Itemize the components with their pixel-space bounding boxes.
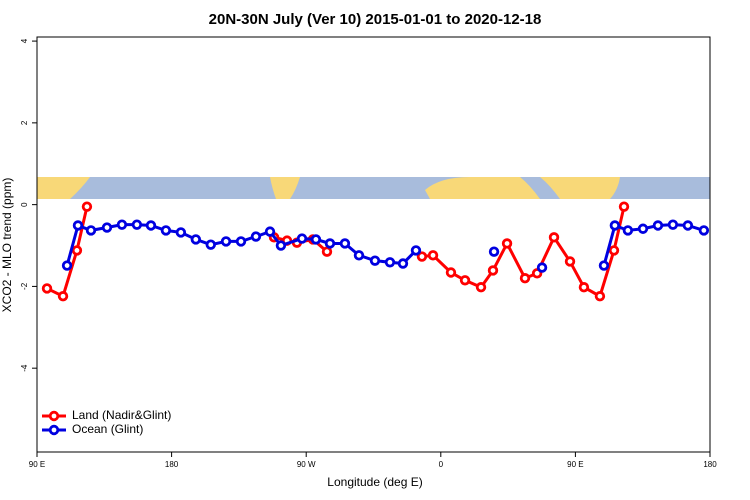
y-tick-label: 2 — [20, 120, 29, 125]
data-point — [667, 219, 679, 230]
data-point — [397, 258, 409, 269]
plot-frame — [36, 36, 711, 453]
data-point — [519, 273, 531, 284]
x-tick-label: 180 — [703, 460, 717, 469]
data-point — [101, 222, 113, 233]
x-tick-label: 0 — [439, 460, 444, 469]
data-point — [501, 238, 513, 249]
data-point — [131, 219, 143, 230]
y-tick-label: 0 — [20, 202, 29, 207]
chart-title: 20N-30N July (Ver 10) 2015-01-01 to 2020… — [209, 11, 542, 28]
data-point — [116, 219, 128, 230]
data-point — [175, 227, 187, 238]
data-point — [296, 233, 308, 244]
data-point — [682, 220, 694, 231]
data-point — [384, 257, 396, 268]
legend-label: Land (Nadir&Glint) — [72, 408, 171, 422]
data-point — [235, 236, 247, 247]
data-point — [61, 260, 73, 271]
data-point — [250, 231, 262, 242]
y-axis-label: XCO2 - MLO trend (ppm) — [0, 178, 14, 313]
data-point — [145, 220, 157, 231]
y-tick-label: -4 — [20, 364, 29, 372]
data-point — [264, 226, 276, 237]
x-tick-label: 90 E — [567, 460, 583, 469]
data-point — [698, 225, 710, 236]
legend-marker — [48, 424, 60, 436]
data-point — [71, 245, 83, 256]
data-point — [72, 220, 84, 231]
data-point — [41, 283, 53, 294]
legend-marker — [48, 410, 60, 422]
plot-area: 4 2 0 -2 -4 90 E 180 90 W 0 90 E 180 Land (Nadir&Gl… — [20, 38, 717, 469]
data-point — [459, 275, 471, 286]
y-tick-label: 4 — [20, 38, 29, 43]
data-point — [310, 234, 322, 245]
data-point — [324, 238, 336, 249]
x-axis-label: Longitude (deg E) — [327, 475, 422, 489]
data-point — [85, 225, 97, 236]
data-point — [275, 240, 287, 251]
data-point — [487, 265, 499, 276]
data-point — [608, 245, 620, 256]
data-point — [548, 232, 560, 243]
data-point — [321, 246, 333, 257]
data-point — [205, 239, 216, 250]
data-point — [416, 251, 428, 262]
data-point — [445, 267, 457, 278]
data-point — [339, 238, 351, 249]
data-point — [637, 223, 649, 234]
data-point — [578, 282, 590, 293]
data-point — [353, 250, 365, 261]
data-point — [652, 220, 664, 231]
data-point — [622, 225, 634, 236]
data-point — [488, 246, 500, 257]
data-point — [427, 250, 439, 261]
data-point — [190, 234, 202, 245]
data-point — [609, 220, 621, 231]
data-point — [475, 282, 487, 293]
data-point — [598, 260, 610, 271]
data-point — [160, 225, 172, 236]
legend-label: Ocean (Glint) — [72, 422, 143, 436]
data-point — [564, 256, 576, 267]
data-point — [410, 245, 422, 256]
x-tick-label: 90 E — [29, 460, 45, 469]
data-point — [536, 262, 548, 273]
x-tick-label: 90 W — [297, 460, 316, 469]
x-tick-label: 180 — [165, 460, 179, 469]
map-strip — [37, 177, 710, 199]
data-point — [220, 236, 232, 247]
data-point — [594, 291, 606, 302]
data-point — [618, 201, 630, 212]
data-point — [369, 255, 381, 266]
y-tick-label: -2 — [20, 282, 29, 290]
data-point — [81, 201, 93, 212]
data-point — [57, 291, 69, 302]
